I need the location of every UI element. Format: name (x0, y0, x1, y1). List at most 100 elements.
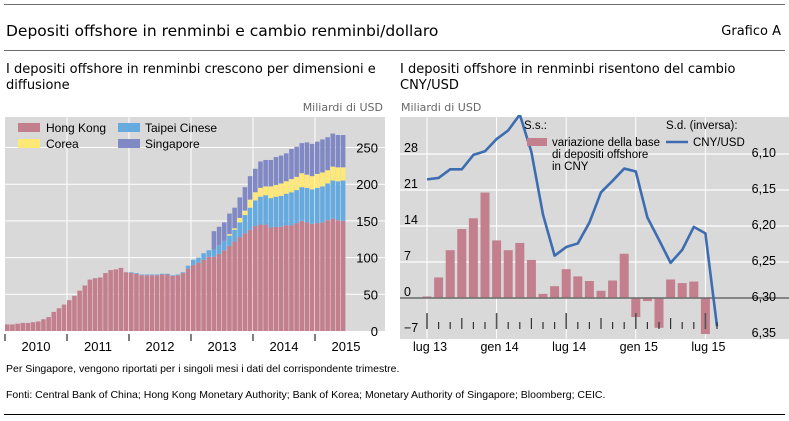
left-bar-singapore (237, 197, 243, 218)
right-left-ticks: −7 0 7 14 21 28 (404, 141, 418, 335)
left-bar-corea (325, 170, 330, 184)
left-bar-hong-kong (30, 322, 36, 331)
legend-label-bars-3: in CNY (552, 161, 589, 173)
left-bar-taipei-cinese (129, 272, 134, 274)
top-rule (4, 4, 785, 5)
left-bar-hong-kong (335, 220, 341, 331)
left-bar-taipei-cinese (325, 183, 330, 221)
left-x-tick-label: 2012 (146, 339, 175, 354)
left-x-tick-label: 2011 (84, 339, 112, 354)
right-x-tick-label: lug 13 (413, 340, 447, 354)
right-bar (677, 283, 687, 298)
left-bar-hong-kong (268, 227, 274, 331)
legend-right-axis-label: S.d. (inversa): (666, 120, 738, 132)
left-bar-singapore (268, 159, 274, 187)
left-bar-taipei-cinese (289, 192, 294, 226)
left-x-tick-label: 2015 (332, 339, 361, 354)
left-chart: 0 50 100 150 200 250 2010 2011 2012 2013 2014 2015… (4, 117, 385, 354)
left-bar-hong-kong (289, 225, 294, 331)
left-y-tick-label: 200 (356, 177, 378, 192)
left-bar-hong-kong (15, 323, 20, 331)
left-bar-hong-kong (51, 311, 57, 331)
left-bar-hong-kong (160, 274, 165, 331)
left-bar-singapore (258, 161, 263, 188)
right-bar (457, 229, 467, 298)
left-bar-hong-kong (206, 256, 212, 331)
left-bar-taipei-cinese (253, 200, 258, 227)
left-bar-taipei-cinese (201, 253, 206, 260)
left-bar-hong-kong (123, 272, 129, 331)
left-bar-hong-kong (232, 241, 237, 331)
left-bar-corea (242, 210, 248, 216)
figure-label: Grafico A (721, 24, 781, 39)
left-bar-hong-kong (129, 273, 134, 331)
left-bar-hong-kong (61, 304, 67, 331)
left-bar-taipei-cinese (216, 245, 222, 254)
left-bar-hong-kong (20, 322, 26, 331)
left-bar-hong-kong (82, 285, 88, 331)
left-bar-hong-kong (67, 300, 72, 331)
left-bar-taipei-cinese (165, 273, 170, 275)
left-bar-corea (289, 179, 294, 193)
right-line (426, 115, 719, 327)
right-right-y-tick-label: 6,20 (752, 218, 776, 232)
right-bar (642, 298, 652, 302)
left-bar-hong-kong (72, 295, 77, 331)
left-bar-corea (335, 167, 341, 182)
left-bar-corea (340, 167, 346, 181)
left-bar-taipei-cinese (232, 229, 237, 242)
left-bar-taipei-cinese (144, 274, 150, 276)
left-bar-taipei-cinese (149, 274, 155, 276)
legend-swatch-taipei (118, 123, 140, 132)
left-x-ticks: 2010 2011 2012 2013 2014 2015 (4, 334, 361, 354)
left-bars (5, 133, 346, 331)
right-right-y-tick-label: 6,35 (752, 326, 776, 340)
left-bar-hong-kong (46, 317, 51, 331)
left-bar-hong-kong (247, 229, 253, 331)
left-bar-hong-kong (216, 253, 222, 331)
left-bar-hong-kong (222, 250, 227, 331)
left-bar-hong-kong (56, 308, 62, 331)
left-bar-taipei-cinese (304, 187, 310, 223)
left-bar-taipei-cinese (242, 215, 248, 234)
left-bar-hong-kong (273, 226, 279, 331)
left-bar-hong-kong (242, 233, 248, 331)
right-x-tick-label: lug 14 (552, 340, 586, 354)
left-bar-hong-kong (134, 273, 139, 331)
left-bar-taipei-cinese (299, 187, 305, 221)
right-right-y-tick-label: 6,30 (752, 290, 776, 304)
right-right-y-tick-label: 6,15 (752, 182, 776, 196)
right-bar (608, 280, 618, 298)
left-y-tick-label: 50 (364, 287, 378, 302)
legend-swatch-singapore (118, 139, 140, 148)
left-bar-corea (304, 174, 310, 188)
left-y-tick-label: 150 (356, 214, 378, 229)
right-left-y-tick-label: 21 (404, 177, 418, 191)
right-bar (654, 298, 664, 328)
legend-label-singapore: Singapore (145, 137, 200, 151)
sources: Fonti: Central Bank of China; Hong Kong … (6, 389, 606, 401)
left-y-ticks: 0 50 100 150 200 250 (356, 141, 378, 340)
left-bar-taipei-cinese (340, 180, 346, 221)
left-bar-corea (299, 173, 305, 188)
right-bar (503, 250, 513, 298)
left-bar-corea (237, 217, 243, 223)
left-bar-hong-kong (118, 267, 124, 331)
title-rule (4, 50, 785, 51)
right-left-y-tick-label: 7 (404, 249, 411, 263)
right-x-tick-label: gen 15 (620, 340, 658, 354)
right-bar (468, 218, 478, 298)
left-bar-hong-kong (108, 270, 113, 331)
right-bar (515, 242, 525, 298)
left-bar-hong-kong (330, 218, 336, 331)
left-bar-hong-kong (92, 278, 98, 331)
left-bar-hong-kong (196, 262, 201, 331)
left-bar-taipei-cinese (222, 240, 227, 251)
left-bar-taipei-cinese (268, 198, 274, 228)
left-bar-hong-kong (278, 226, 284, 331)
left-bar-hong-kong (227, 245, 232, 331)
left-y-tick-label: 0 (371, 324, 378, 339)
left-bar-singapore (232, 207, 237, 229)
left-bar-hong-kong (77, 290, 82, 331)
left-bar-taipei-cinese (175, 274, 181, 276)
